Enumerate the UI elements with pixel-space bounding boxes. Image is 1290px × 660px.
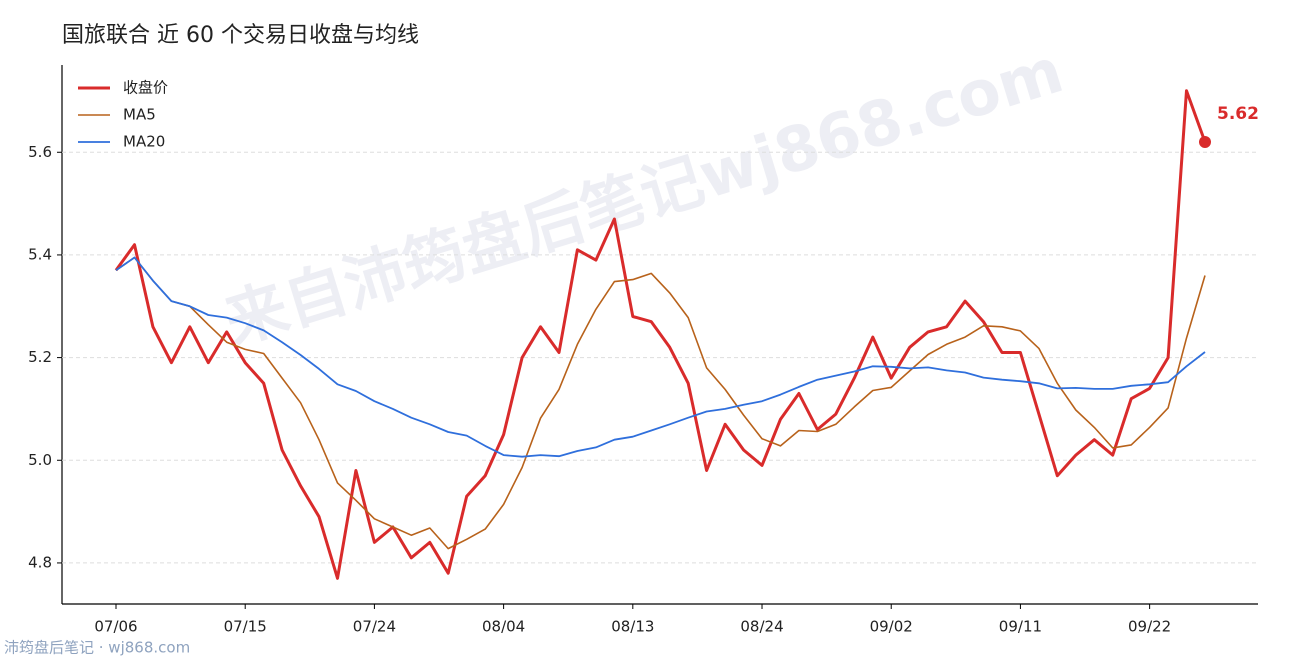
x-tick-label: 09/02 <box>870 618 913 636</box>
watermark: 来自沛筠盘后笔记wj868.com <box>216 33 1071 358</box>
series-line <box>114 89 1207 580</box>
x-tick-label: 07/06 <box>94 618 137 636</box>
x-tick-label: 09/11 <box>999 618 1042 636</box>
legend-label: MA20 <box>123 133 165 151</box>
x-tick-label: 07/15 <box>224 618 267 636</box>
series-line <box>115 256 1206 550</box>
x-tick-label: 07/24 <box>353 618 396 636</box>
last-value-label: 5.62 <box>1217 104 1259 124</box>
x-tick-label: 08/13 <box>611 618 654 636</box>
chart-title: 国旅联合 近 60 个交易日收盘与均线 <box>62 23 419 48</box>
y-tick-label: 5.4 <box>28 245 52 263</box>
y-tick-label: 4.8 <box>28 553 52 571</box>
legend-label: 收盘价 <box>123 79 168 97</box>
last-point <box>1199 136 1211 148</box>
y-tick-label: 5.0 <box>28 451 52 469</box>
y-tick-label: 5.6 <box>28 143 52 161</box>
x-tick-label: 08/04 <box>482 618 525 636</box>
series-line <box>115 256 1206 458</box>
y-tick-label: 5.2 <box>28 348 52 366</box>
legend-label: MA5 <box>123 106 156 124</box>
x-tick-label: 08/24 <box>740 618 783 636</box>
x-tick-label: 09/22 <box>1128 618 1171 636</box>
footer: 沛筠盘后笔记 · wj868.com <box>4 639 190 657</box>
